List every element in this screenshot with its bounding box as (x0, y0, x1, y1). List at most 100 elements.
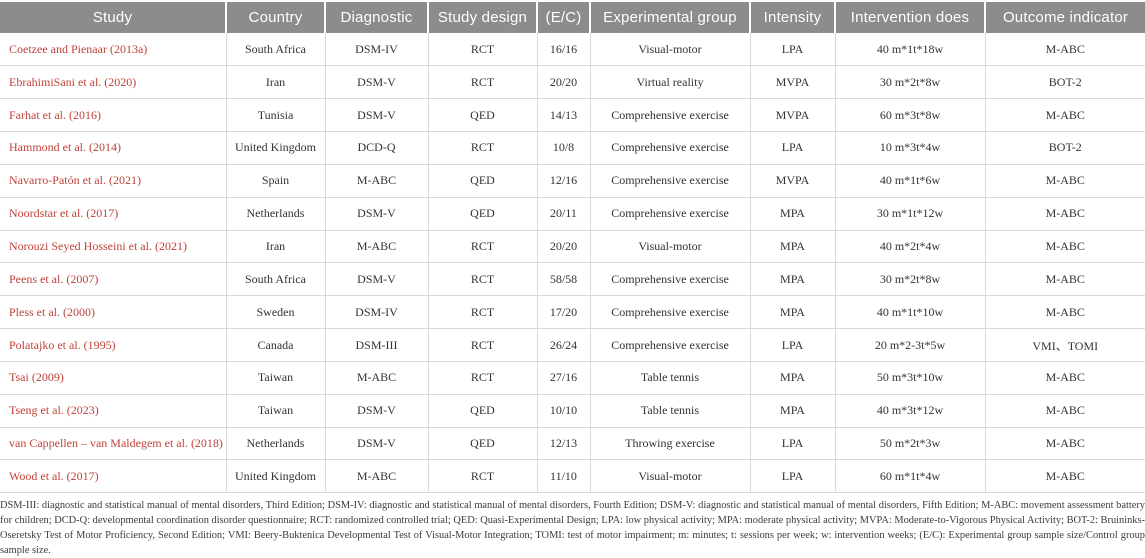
cell-ec: 10/10 (536, 394, 590, 428)
cell-ec: 12/13 (536, 427, 590, 461)
table-row: Pless et al. (2000) Sweden DSM-IV RCT 17/20 C… (0, 295, 1145, 330)
table-header: Study Country Diagnostic Study design (E/C) E… (0, 2, 1145, 33)
cell-intervention-does: 50 m*2t*3w (834, 427, 985, 461)
study-citation-link[interactable]: Tseng et al. (2023) (0, 394, 226, 428)
study-citation-link[interactable]: van Cappellen – van Maldegem et al. (201… (0, 427, 226, 461)
table-row: Coetzee and Pienaar (2013a) South Africa D… (0, 33, 1145, 67)
cell-diagnostic: DCD-Q (324, 131, 428, 165)
cell-study-design: RCT (427, 295, 537, 330)
cell-ec: 16/16 (536, 33, 590, 67)
cell-ec: 20/20 (536, 65, 590, 100)
cell-ec: 27/16 (536, 361, 590, 395)
cell-outcome-indicator: M-ABC (984, 394, 1145, 428)
study-citation-link[interactable]: Norouzi Seyed Hosseini et al. (2021) (0, 230, 226, 264)
cell-country: United Kingdom (225, 131, 325, 165)
cell-outcome-indicator: M-ABC (984, 197, 1145, 231)
header-row: Study Country Diagnostic Study design (E/C) E… (0, 2, 1145, 33)
study-citation-link[interactable]: Polatajko et al. (1995) (0, 328, 226, 362)
cell-study-design: RCT (427, 65, 537, 100)
cell-experimental-group: Visual-motor (589, 459, 750, 494)
cell-intervention-does: 40 m*3t*12w (834, 394, 985, 428)
table-footnote: DSM-III: diagnostic and statistical manu… (0, 500, 1145, 557)
cell-ec: 20/20 (536, 230, 590, 264)
study-citation-link[interactable]: Peens et al. (2007) (0, 262, 226, 297)
cell-study-design: QED (427, 427, 537, 461)
cell-diagnostic: DSM-V (324, 427, 428, 461)
cell-intervention-does: 30 m*2t*8w (834, 65, 985, 100)
cell-intensity: LPA (749, 328, 835, 362)
cell-outcome-indicator: BOT-2 (984, 131, 1145, 165)
cell-intensity: MVPA (749, 65, 835, 100)
cell-intervention-does: 40 m*1t*18w (834, 33, 985, 67)
cell-country: Spain (225, 164, 325, 198)
cell-diagnostic: M-ABC (324, 164, 428, 198)
cell-study-design: RCT (427, 262, 537, 297)
table-row: Noordstar et al. (2017) Netherlands DSM-V Q… (0, 197, 1145, 231)
cell-diagnostic: M-ABC (324, 361, 428, 395)
cell-study-design: QED (427, 98, 537, 133)
table-row: Tseng et al. (2023) Taiwan DSM-V QED 10/10 Ta… (0, 394, 1145, 428)
cell-study-design: RCT (427, 131, 537, 165)
cell-experimental-group: Comprehensive exercise (589, 328, 750, 362)
cell-intensity: MPA (749, 394, 835, 428)
cell-intensity: MPA (749, 361, 835, 395)
study-citation-link[interactable]: Tsai (2009) (0, 361, 226, 395)
cell-intensity: MPA (749, 197, 835, 231)
study-citation-link[interactable]: EbrahimiSani et al. (2020) (0, 65, 226, 100)
cell-intervention-does: 40 m*1t*6w (834, 164, 985, 198)
cell-country: Iran (225, 65, 325, 100)
table-row: Farhat et al. (2016) Tunisia DSM-V QED 14/13… (0, 98, 1145, 133)
cell-country: Taiwan (225, 394, 325, 428)
cell-ec: 58/58 (536, 262, 590, 297)
cell-diagnostic: DSM-V (324, 65, 428, 100)
cell-study-design: QED (427, 164, 537, 198)
cell-diagnostic: DSM-V (324, 197, 428, 231)
cell-study-design: RCT (427, 230, 537, 264)
study-citation-link[interactable]: Farhat et al. (2016) (0, 98, 226, 133)
cell-intensity: MVPA (749, 164, 835, 198)
study-citation-link[interactable]: Hammond et al. (2014) (0, 131, 226, 165)
column-header-study: Study (0, 2, 226, 33)
cell-outcome-indicator: M-ABC (984, 427, 1145, 461)
cell-intervention-does: 30 m*2t*8w (834, 262, 985, 297)
cell-intensity: LPA (749, 131, 835, 165)
cell-experimental-group: Table tennis (589, 394, 750, 428)
cell-study-design: RCT (427, 328, 537, 362)
cell-ec: 17/20 (536, 295, 590, 330)
cell-experimental-group: Table tennis (589, 361, 750, 395)
cell-intervention-does: 60 m*3t*8w (834, 98, 985, 133)
table-row: EbrahimiSani et al. (2020) Iran DSM-V RCT 20… (0, 65, 1145, 100)
column-header-outcome-indicator: Outcome indicator (984, 2, 1145, 33)
study-citation-link[interactable]: Wood et al. (2017) (0, 459, 226, 494)
cell-outcome-indicator: M-ABC (984, 164, 1145, 198)
cell-outcome-indicator: BOT-2 (984, 65, 1145, 100)
cell-experimental-group: Visual-motor (589, 230, 750, 264)
cell-intensity: LPA (749, 33, 835, 67)
cell-country: Netherlands (225, 427, 325, 461)
study-citation-link[interactable]: Coetzee and Pienaar (2013a) (0, 33, 226, 67)
cell-diagnostic: M-ABC (324, 459, 428, 494)
cell-intensity: LPA (749, 459, 835, 494)
column-header-intensity: Intensity (749, 2, 835, 33)
study-citation-link[interactable]: Navarro-Patón et al. (2021) (0, 164, 226, 198)
table-row: Hammond et al. (2014) United Kingdom DCD-Q… (0, 131, 1145, 165)
cell-outcome-indicator: M-ABC (984, 361, 1145, 395)
cell-country: Canada (225, 328, 325, 362)
cell-intensity: LPA (749, 427, 835, 461)
cell-diagnostic: DSM-III (324, 328, 428, 362)
cell-ec: 10/8 (536, 131, 590, 165)
cell-intensity: MVPA (749, 98, 835, 133)
cell-experimental-group: Visual-motor (589, 33, 750, 67)
cell-ec: 26/24 (536, 328, 590, 362)
cell-country: Sweden (225, 295, 325, 330)
study-citation-link[interactable]: Noordstar et al. (2017) (0, 197, 226, 231)
column-header-ec: (E/C) (536, 2, 590, 33)
cell-experimental-group: Comprehensive exercise (589, 164, 750, 198)
cell-outcome-indicator: M-ABC (984, 98, 1145, 133)
table-row: Peens et al. (2007) South Africa DSM-V RCT 5… (0, 262, 1145, 297)
cell-intervention-does: 20 m*2-3t*5w (834, 328, 985, 362)
study-citation-link[interactable]: Pless et al. (2000) (0, 295, 226, 330)
column-header-experimental-group: Experimental group (589, 2, 750, 33)
cell-intensity: MPA (749, 230, 835, 264)
cell-diagnostic: M-ABC (324, 230, 428, 264)
